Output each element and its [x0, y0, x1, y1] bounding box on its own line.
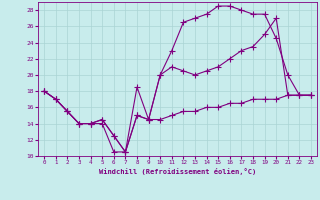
X-axis label: Windchill (Refroidissement éolien,°C): Windchill (Refroidissement éolien,°C) [99, 168, 256, 175]
